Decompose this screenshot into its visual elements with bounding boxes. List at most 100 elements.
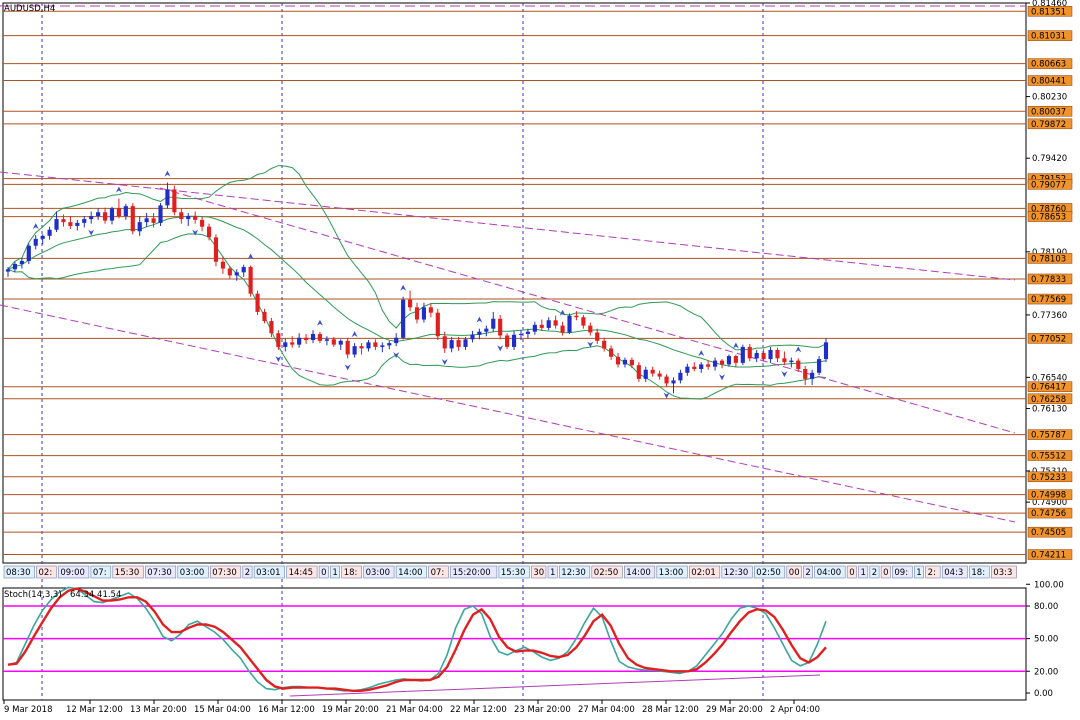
candle[interactable] — [685, 363, 690, 376]
candle[interactable] — [581, 314, 586, 329]
candle[interactable] — [678, 369, 683, 384]
candle[interactable] — [761, 349, 766, 362]
candle[interactable] — [511, 330, 517, 350]
candle[interactable] — [68, 216, 73, 229]
candle[interactable] — [574, 311, 579, 321]
candle[interactable] — [19, 257, 24, 269]
candle[interactable] — [650, 366, 655, 377]
candle[interactable] — [40, 234, 45, 245]
candle[interactable] — [227, 266, 232, 279]
candle[interactable] — [54, 211, 59, 233]
candle[interactable] — [151, 213, 156, 228]
candle[interactable] — [456, 337, 461, 351]
candle[interactable] — [262, 308, 267, 324]
candle[interactable] — [713, 357, 718, 371]
candle[interactable] — [414, 302, 420, 324]
candle[interactable] — [435, 308, 440, 341]
candle[interactable] — [387, 340, 392, 350]
candle[interactable] — [449, 337, 454, 353]
candle[interactable] — [102, 207, 108, 224]
candle[interactable] — [144, 213, 149, 227]
candle[interactable] — [283, 338, 288, 352]
candle[interactable] — [470, 330, 475, 343]
candle[interactable] — [255, 290, 260, 315]
candle[interactable] — [518, 330, 524, 341]
candle[interactable] — [324, 336, 329, 346]
candle[interactable] — [366, 340, 371, 352]
candle[interactable] — [733, 354, 738, 367]
candle[interactable] — [706, 360, 711, 370]
candle[interactable] — [75, 219, 80, 231]
candle[interactable] — [338, 339, 343, 350]
candle[interactable] — [290, 336, 295, 348]
candle[interactable] — [234, 269, 239, 281]
candle[interactable] — [539, 319, 544, 331]
candle[interactable] — [123, 203, 128, 220]
candle[interactable] — [810, 369, 815, 385]
candle[interactable] — [248, 265, 253, 297]
candle[interactable] — [109, 206, 115, 225]
candle[interactable] — [636, 362, 641, 382]
candle[interactable] — [12, 261, 18, 273]
candle[interactable] — [664, 374, 669, 387]
candle[interactable] — [560, 321, 565, 336]
candle[interactable] — [754, 349, 759, 363]
candle[interactable] — [796, 358, 801, 373]
candle[interactable] — [179, 208, 184, 224]
candle[interactable] — [310, 330, 316, 344]
candle[interactable] — [775, 347, 780, 363]
candle[interactable] — [657, 370, 662, 380]
candle[interactable] — [213, 234, 219, 267]
candle[interactable] — [498, 314, 503, 340]
candle[interactable] — [269, 318, 274, 338]
candle[interactable] — [505, 333, 510, 350]
candle[interactable] — [116, 198, 121, 219]
candle[interactable] — [61, 214, 66, 227]
candle[interactable] — [477, 328, 482, 340]
candle[interactable] — [629, 357, 634, 369]
candle[interactable] — [331, 337, 336, 347]
candle[interactable] — [206, 223, 212, 241]
candle[interactable] — [241, 264, 246, 277]
candle[interactable] — [699, 362, 704, 373]
candle[interactable] — [82, 216, 87, 228]
candle[interactable] — [96, 208, 101, 220]
candle[interactable] — [615, 353, 621, 368]
candle[interactable] — [172, 185, 177, 216]
candle[interactable] — [553, 315, 558, 329]
candle[interactable] — [380, 342, 385, 353]
candle[interactable] — [671, 377, 676, 394]
candle[interactable] — [782, 351, 787, 366]
candle[interactable] — [297, 333, 302, 348]
candle[interactable] — [491, 311, 496, 332]
candle[interactable] — [588, 322, 593, 336]
candle[interactable] — [803, 365, 808, 385]
candle[interactable] — [546, 317, 551, 331]
candle[interactable] — [740, 344, 745, 366]
candle[interactable] — [352, 343, 357, 358]
candle[interactable] — [428, 303, 433, 318]
candle[interactable] — [394, 333, 399, 347]
candle[interactable] — [484, 325, 489, 337]
candle[interactable] — [89, 211, 94, 224]
candle[interactable] — [595, 328, 600, 344]
candle[interactable] — [130, 203, 135, 235]
candle[interactable] — [186, 213, 191, 226]
candle[interactable] — [602, 337, 607, 352]
candle[interactable] — [137, 216, 142, 236]
candle[interactable] — [276, 330, 281, 350]
candle[interactable] — [304, 333, 309, 344]
candle[interactable] — [47, 226, 52, 240]
candle[interactable] — [359, 343, 364, 355]
candle[interactable] — [768, 346, 773, 363]
candle[interactable] — [525, 328, 530, 339]
candle[interactable] — [622, 357, 628, 368]
candle[interactable] — [158, 203, 163, 226]
candle[interactable] — [26, 243, 31, 264]
candle[interactable] — [33, 235, 38, 250]
candle[interactable] — [532, 321, 537, 335]
candle[interactable] — [200, 216, 205, 232]
candle[interactable] — [442, 331, 447, 353]
candle[interactable] — [421, 302, 427, 323]
